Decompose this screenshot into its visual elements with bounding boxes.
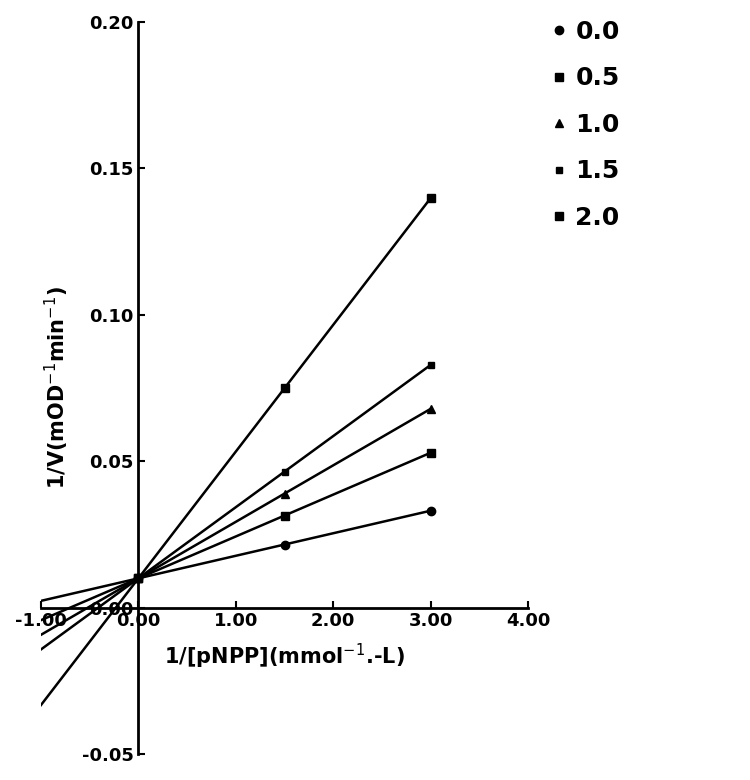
0.5 (426, 448, 435, 457)
0.0 (426, 506, 435, 516)
1.5 (280, 467, 289, 477)
X-axis label: 1/[pNPP](mmol$^{-1}$.-L): 1/[pNPP](mmol$^{-1}$.-L) (164, 642, 405, 671)
Y-axis label: 1/V(mOD$^{-1}$min$^{-1}$): 1/V(mOD$^{-1}$min$^{-1}$) (42, 286, 70, 489)
1.0 (280, 489, 289, 498)
2.0 (426, 193, 435, 203)
1.5 (134, 573, 143, 583)
0.0 (280, 540, 289, 549)
Line: 0.0: 0.0 (134, 506, 435, 583)
Line: 2.0: 2.0 (134, 193, 435, 583)
1.5 (426, 360, 435, 370)
Line: 1.5: 1.5 (135, 361, 434, 582)
2.0 (134, 573, 143, 583)
1.0 (426, 404, 435, 413)
0.0 (134, 573, 143, 583)
Line: 0.5: 0.5 (134, 448, 435, 583)
0.5 (134, 573, 143, 583)
1.0 (134, 573, 143, 583)
0.5 (280, 511, 289, 520)
2.0 (280, 384, 289, 393)
Legend: 0.0, 0.5, 1.0, 1.5, 2.0: 0.0, 0.5, 1.0, 1.5, 2.0 (555, 20, 620, 230)
Line: 1.0: 1.0 (134, 405, 435, 583)
